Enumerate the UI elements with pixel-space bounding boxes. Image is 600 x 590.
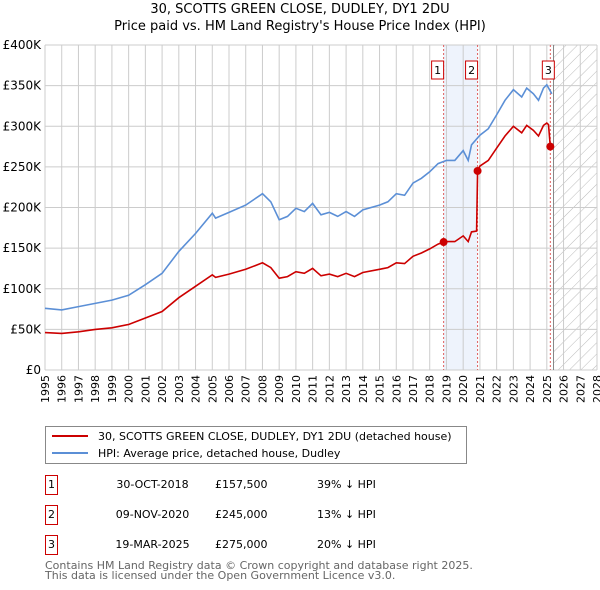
x-tick-label: 2003 [173, 375, 186, 403]
series-line [44, 83, 553, 311]
sale-row: 2 09-NOV-2020 £245,000 13% ↓ HPI [45, 505, 465, 525]
x-tick-label: 2028 [591, 375, 600, 403]
x-tick-label: 1996 [56, 375, 69, 403]
x-tick-label: 2022 [491, 375, 504, 403]
x-tick-label: 2017 [407, 375, 420, 403]
legend-label: 30, SCOTTS GREEN CLOSE, DUDLEY, DY1 2DU … [98, 429, 452, 443]
x-tick-label: 1995 [39, 375, 52, 403]
sale-date: 30-OCT-2018 [116, 478, 189, 491]
y-tick-label: £100K [3, 282, 43, 296]
footer-line: Contains HM Land Registry data © Crown c… [45, 559, 473, 572]
y-tick-label: £350K [3, 79, 43, 93]
legend-swatch-blue [52, 452, 88, 454]
x-tick-label: 2026 [558, 375, 571, 403]
x-tick-label: 2025 [541, 375, 554, 403]
x-tick-label: 2008 [256, 375, 269, 403]
x-tick-label: 2021 [474, 375, 487, 403]
x-tick-label: 2002 [156, 375, 169, 403]
x-tick-label: 1999 [106, 375, 119, 403]
legend-item-property: 30, SCOTTS GREEN CLOSE, DUDLEY, DY1 2DU … [52, 428, 452, 444]
sale-hpi: 39% ↓ HPI [317, 478, 376, 491]
legend-item-hpi: HPI: Average price, detached house, Dudl… [52, 445, 340, 461]
chart-subtitle: Price paid vs. HM Land Registry's House … [114, 19, 486, 34]
x-tick-label: 2015 [374, 375, 387, 403]
y-tick-label: £400K [3, 38, 43, 52]
sale-num: 2 [45, 505, 58, 525]
x-tick-label: 2010 [290, 375, 303, 403]
x-tick-label: 2004 [190, 375, 203, 403]
x-tick-label: 2016 [390, 375, 403, 403]
y-tick-label: £300K [3, 119, 43, 133]
x-tick-label: 2019 [440, 375, 453, 403]
sale-row: 3 19-MAR-2025 £275,000 20% ↓ HPI [45, 535, 465, 555]
sale-label: 3 [545, 64, 552, 77]
x-tick-label: 2020 [457, 375, 470, 403]
sale-label-box [541, 60, 555, 80]
footer-line: This data is licensed under the Open Gov… [45, 569, 396, 582]
x-tick-label: 2012 [323, 375, 336, 403]
sale-label-box [431, 60, 445, 80]
legend: 30, SCOTTS GREEN CLOSE, DUDLEY, DY1 2DU … [45, 426, 467, 464]
sale-label: 2 [468, 64, 475, 77]
legend-label: HPI: Average price, detached house, Dudl… [98, 446, 341, 460]
x-tick-label: 2011 [307, 375, 320, 403]
sale-hpi: 13% ↓ HPI [317, 508, 376, 521]
x-tick-label: 2005 [206, 375, 219, 403]
sale-price: £275,000 [215, 538, 268, 551]
sale-hpi: 20% ↓ HPI [317, 538, 376, 551]
legend-swatch-red [52, 435, 88, 437]
y-tick-label: £150K [3, 241, 43, 255]
sale-point [439, 238, 448, 247]
sale-price: £157,500 [215, 478, 268, 491]
x-tick-label: 2023 [507, 375, 520, 403]
price-chart: 1995 1996 1997 1998 1999 2000 2001 2002 2003 2004… [3, 38, 600, 403]
sale-point [473, 166, 482, 175]
x-tick-label: 2007 [240, 375, 253, 403]
x-tick-label: 2014 [357, 375, 370, 403]
series-line [44, 121, 553, 335]
sale-point [546, 142, 555, 151]
chart-title: 30, SCOTTS GREEN CLOSE, DUDLEY, DY1 2DU [150, 2, 450, 17]
sale-date: 09-NOV-2020 [115, 508, 190, 521]
x-tick-label: 2001 [139, 375, 152, 403]
x-tick-label: 2018 [424, 375, 437, 403]
sale-price: £245,000 [215, 508, 268, 521]
y-tick-label: £50K [10, 322, 42, 336]
x-tick-label: 2013 [340, 375, 353, 403]
sale-label-box [465, 60, 479, 80]
x-tick-label: 2027 [574, 375, 587, 403]
sale-num: 1 [45, 475, 58, 495]
x-tick-label: 2000 [123, 375, 136, 403]
x-tick-label: 2009 [273, 375, 286, 403]
x-tick-label: 1998 [89, 375, 102, 403]
footer: Contains HM Land Registry data © Crown c… [45, 559, 473, 582]
x-tick-label: 2006 [223, 375, 236, 403]
sale-label: 1 [434, 64, 441, 77]
sale-date: 19-MAR-2025 [115, 538, 190, 551]
y-tick-label: £250K [3, 160, 43, 174]
x-tick-label: 2024 [524, 375, 537, 403]
sale-row: 1 30-OCT-2018 £157,500 39% ↓ HPI [45, 475, 465, 495]
x-tick-label: 1997 [72, 375, 85, 403]
y-tick-label: £0 [26, 363, 41, 377]
y-tick-label: £200K [3, 201, 43, 215]
sale-num: 3 [45, 535, 58, 555]
